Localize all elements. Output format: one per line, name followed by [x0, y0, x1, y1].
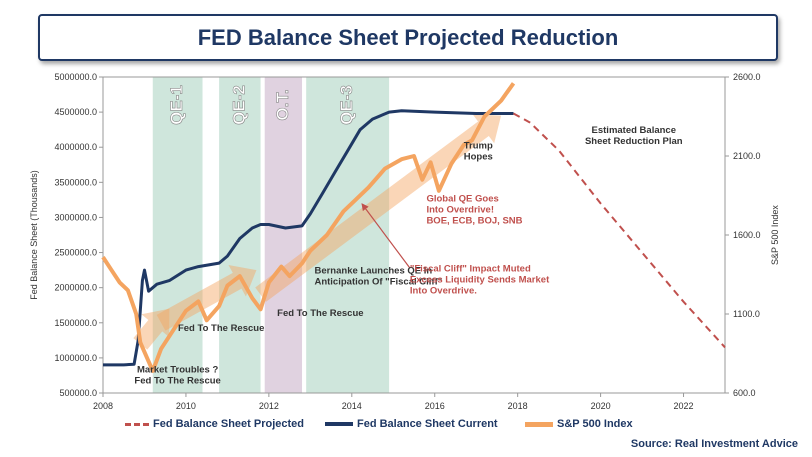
y-left-tick-label-9: 500000.0: [59, 388, 97, 398]
band-label-2: O.T.: [273, 89, 292, 120]
y-right-axis-title: S&P 500 Index: [770, 205, 780, 265]
annotation-7-line-1: Sheet Reduction Plan: [585, 136, 683, 147]
x-tick-label-6: 2020: [591, 401, 611, 411]
band-label-1: QE-2: [229, 85, 248, 125]
band-0: [152, 77, 203, 393]
legend-swatch-current: [325, 422, 353, 426]
annotation-5-line-1: Into Overdrive!: [426, 204, 494, 215]
y-left-axis-title: Fed Balance Sheet (Thousands): [29, 170, 39, 300]
legend-swatch-sp500: [525, 421, 553, 427]
annotation-4-line-0: "Fiscal Cliff" Impact Muted: [410, 264, 531, 275]
y-right-tick-label-4: 600.0: [733, 388, 756, 398]
y-left-tick-label-6: 2000000.0: [54, 283, 97, 293]
band-2: [264, 77, 303, 393]
y-left-tick-label-0: 5000000.0: [54, 72, 97, 82]
annotation-2-line-0: Fed To The Rescue: [277, 308, 363, 319]
y-right-tick-label-2: 1600.0: [733, 230, 761, 240]
series-line-1: [101, 82, 516, 373]
x-tick-label-1: 2010: [176, 401, 196, 411]
y-left-tick-label-7: 1500000.0: [54, 318, 97, 328]
annotation-1-line-0: Fed To The Rescue: [178, 323, 264, 334]
source-credit: Source: Real Investment Advice: [630, 438, 798, 450]
y-left-tick-label-5: 2500000.0: [54, 248, 97, 258]
x-tick-label-7: 2022: [674, 401, 694, 411]
title-banner: FED Balance Sheet Projected Reduction: [38, 14, 778, 61]
legend-label-sp500: S&P 500 Index: [557, 418, 633, 430]
legend-label-current: Fed Balance Sheet Current: [357, 418, 498, 430]
x-tick-label-3: 2014: [342, 401, 362, 411]
annotation-0-line-1: Fed To The Rescue: [134, 376, 220, 387]
series-line-0: [103, 109, 514, 367]
y-right-tick-label-1: 2100.0: [733, 151, 761, 161]
annotation-6-line-1: Hopes: [464, 152, 493, 163]
annotation-3-line-0: Bernanke Launches QE In: [314, 266, 432, 277]
x-tick-label-2: 2012: [259, 401, 279, 411]
trend-arrow-2: [255, 114, 502, 302]
trend-arrow-0: [133, 308, 170, 350]
annotation-5-line-0: Global QE Goes: [426, 193, 498, 204]
annotation-6-line-0: Trump: [464, 141, 493, 152]
chart-title: FED Balance Sheet Projected Reduction: [197, 24, 619, 50]
y-left-tick-label-4: 3000000.0: [54, 212, 97, 222]
x-tick-label-4: 2016: [425, 401, 445, 411]
band-1: [219, 77, 261, 393]
trend-arrow-shape-2: [255, 114, 502, 302]
y-left-tick-label-2: 4000000.0: [54, 142, 97, 152]
legend-swatch-projected: [125, 422, 149, 426]
y-left-tick-label-1: 4500000.0: [54, 107, 97, 117]
band-3: [306, 77, 390, 393]
annotation-7-line-0: Estimated Balance: [592, 125, 676, 136]
legend: Fed Balance Sheet Projected Fed Balance …: [125, 418, 812, 436]
annotation-0-line-0: Market Troubles ?: [137, 365, 218, 376]
y-left-tick-label-8: 1000000.0: [54, 353, 97, 363]
x-tick-label-5: 2018: [508, 401, 528, 411]
band-label-3: QE-3: [337, 85, 356, 125]
series-line-2: [513, 112, 726, 349]
y-left-tick-label-3: 3500000.0: [54, 177, 97, 187]
y-right-tick-label-3: 1100.0: [733, 309, 760, 319]
annotation-4-line-1: Excess Liquidity Sends Market: [410, 275, 550, 286]
annotation-5-line-2: BOE, ECB, BOJ, SNB: [426, 215, 522, 226]
legend-item-sp500: S&P 500 Index: [525, 418, 633, 430]
callout-arrow: [361, 203, 411, 269]
trend-arrow-shape-0: [133, 308, 170, 350]
legend-item-current: Fed Balance Sheet Current: [325, 418, 498, 430]
legend-item-projected: Fed Balance Sheet Projected: [125, 418, 304, 430]
x-tick-label-0: 2008: [93, 401, 113, 411]
legend-label-projected: Fed Balance Sheet Projected: [153, 418, 304, 430]
band-label-0: QE-1: [167, 85, 186, 125]
y-right-tick-label-0: 2600.0: [733, 72, 761, 82]
annotation-4-line-2: Into Overdrive.: [410, 286, 477, 297]
annotation-3-line-1: Anticipation Of "Fiscal Cliff": [314, 277, 442, 288]
